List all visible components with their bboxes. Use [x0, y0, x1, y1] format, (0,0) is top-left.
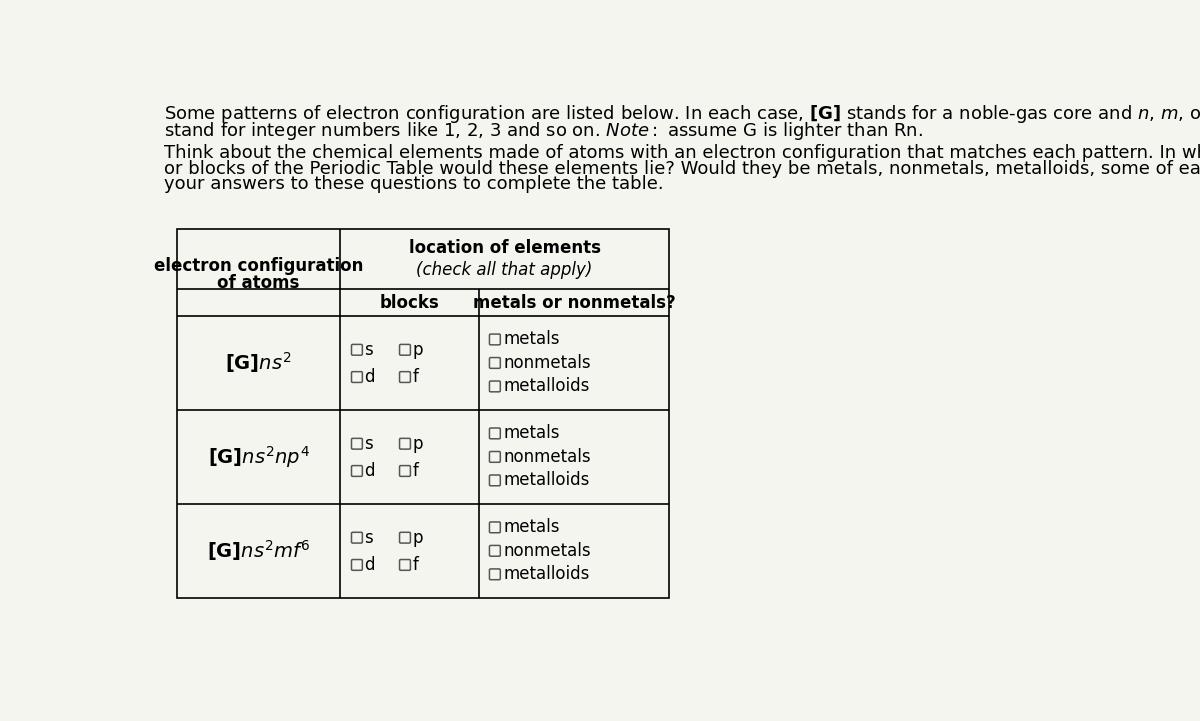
Text: metals: metals [503, 518, 559, 536]
Text: metals: metals [503, 425, 559, 443]
Text: p: p [413, 341, 422, 359]
Text: f: f [413, 368, 419, 386]
Text: d: d [365, 462, 374, 480]
Text: stand for integer numbers like 1, 2, 3 and so on. $\mathit{Note:}$ assume G is l: stand for integer numbers like 1, 2, 3 a… [164, 120, 923, 143]
Text: s: s [365, 528, 373, 547]
Text: your answers to these questions to complete the table.: your answers to these questions to compl… [164, 175, 664, 193]
Text: Think about the chemical elements made of atoms with an electron configuration t: Think about the chemical elements made o… [164, 144, 1200, 162]
Text: of atoms: of atoms [217, 274, 300, 292]
Text: metalloids: metalloids [503, 472, 589, 490]
Text: metals: metals [503, 330, 559, 348]
Text: s: s [365, 341, 373, 359]
Text: s: s [365, 435, 373, 453]
Text: metals or nonmetals?: metals or nonmetals? [473, 293, 676, 311]
Text: $\mathbf{[G]}ns^2np^4$: $\mathbf{[G]}ns^2np^4$ [208, 444, 310, 470]
Text: (check all that apply): (check all that apply) [416, 261, 593, 279]
Text: metalloids: metalloids [503, 565, 589, 583]
Text: $\mathbf{[G]}ns^2$: $\mathbf{[G]}ns^2$ [226, 350, 292, 376]
Text: or blocks of the Periodic Table would these elements lie? Would they be metals, : or blocks of the Periodic Table would th… [164, 159, 1200, 177]
Text: nonmetals: nonmetals [503, 354, 590, 372]
Text: d: d [365, 368, 374, 386]
Bar [178, 229, 670, 598]
Text: blocks: blocks [379, 293, 439, 311]
Text: p: p [413, 528, 422, 547]
Text: f: f [413, 556, 419, 574]
Text: f: f [413, 462, 419, 480]
Text: Some patterns of electron configuration are listed below. In each case, $\mathbf: Some patterns of electron configuration … [164, 103, 1200, 125]
Text: nonmetals: nonmetals [503, 541, 590, 559]
Text: nonmetals: nonmetals [503, 448, 590, 466]
Text: metalloids: metalloids [503, 377, 589, 395]
Text: p: p [413, 435, 422, 453]
Text: location of elements: location of elements [408, 239, 600, 257]
Text: $\mathbf{[G]}ns^2mf^6$: $\mathbf{[G]}ns^2mf^6$ [206, 539, 311, 563]
Text: electron configuration: electron configuration [154, 257, 364, 275]
Text: d: d [365, 556, 374, 574]
